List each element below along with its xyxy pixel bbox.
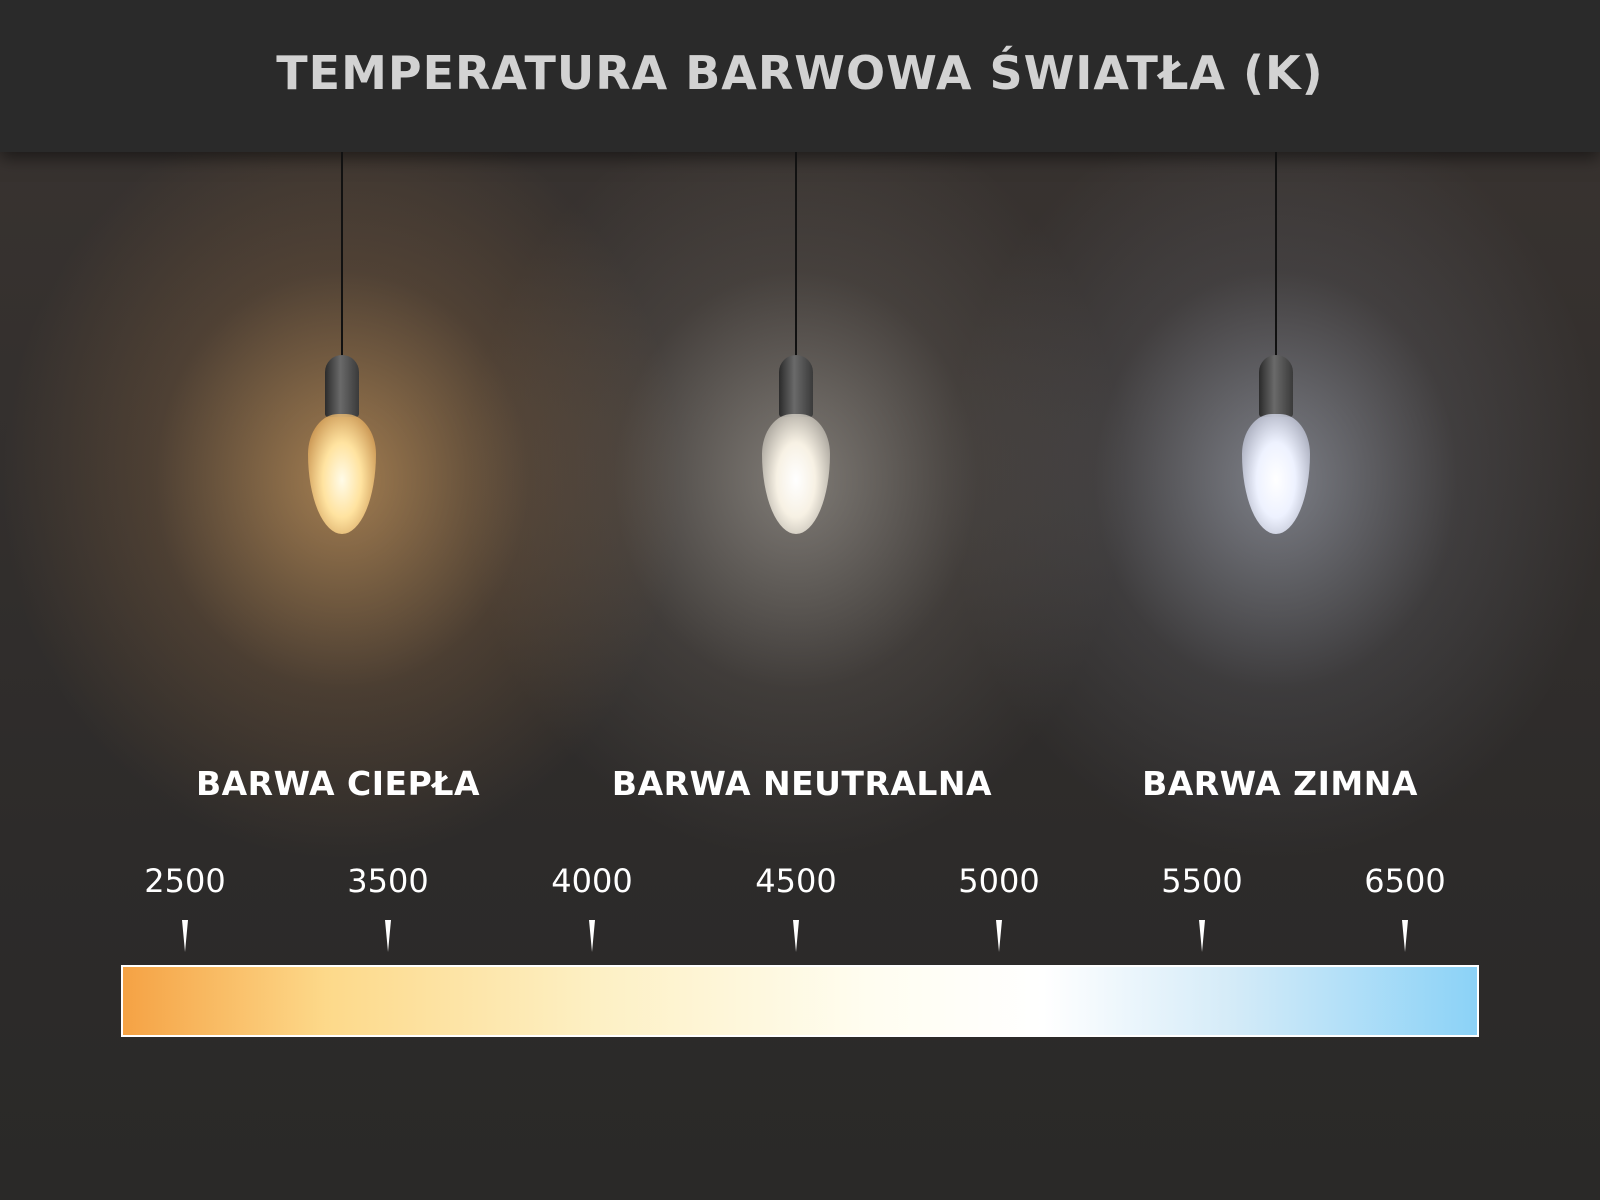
label-cool: BARWA ZIMNA xyxy=(1142,764,1418,803)
cool-bulb-icon xyxy=(1236,152,1316,552)
page-title: TEMPERATURA BARWOWA ŚWIATŁA (K) xyxy=(276,46,1324,100)
tick-label: 3500 xyxy=(347,862,429,900)
header-band: TEMPERATURA BARWOWA ŚWIATŁA (K) xyxy=(0,0,1600,152)
tick-marker-icon xyxy=(793,920,799,952)
tick-label: 4000 xyxy=(551,862,633,900)
tick-label: 4500 xyxy=(755,862,837,900)
label-neutral: BARWA NEUTRALNA xyxy=(611,764,993,803)
color-temperature-gradient-bar xyxy=(121,965,1479,1037)
warm-bulb-icon xyxy=(302,152,382,552)
tick-marker-icon xyxy=(1199,920,1205,952)
tick-marker-icon xyxy=(385,920,391,952)
tick-marker-icon xyxy=(182,920,188,952)
label-warm: BARWA CIEPŁA xyxy=(195,764,481,803)
neutral-bulb-icon xyxy=(756,152,836,552)
tick-label: 2500 xyxy=(144,862,226,900)
tick-label: 5500 xyxy=(1161,862,1243,900)
tick-label: 5000 xyxy=(958,862,1040,900)
tick-marker-icon xyxy=(1402,920,1408,952)
tick-marker-icon xyxy=(996,920,1002,952)
tick-label: 6500 xyxy=(1364,862,1446,900)
tick-marker-icon xyxy=(589,920,595,952)
